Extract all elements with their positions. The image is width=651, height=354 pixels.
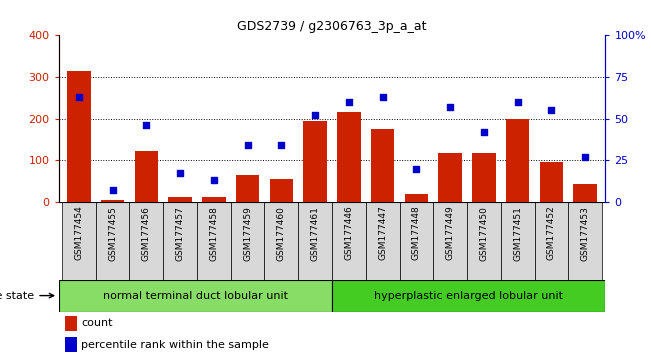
- FancyBboxPatch shape: [366, 202, 400, 280]
- Text: GSM177456: GSM177456: [142, 206, 151, 261]
- Text: hyperplastic enlarged lobular unit: hyperplastic enlarged lobular unit: [374, 291, 563, 301]
- Bar: [303, 121, 327, 202]
- Point: [411, 166, 422, 171]
- Text: GSM177450: GSM177450: [479, 206, 488, 261]
- Bar: [574, 184, 597, 202]
- Point: [175, 171, 186, 176]
- Text: GSM177447: GSM177447: [378, 206, 387, 261]
- Title: GDS2739 / g2306763_3p_a_at: GDS2739 / g2306763_3p_a_at: [237, 20, 427, 33]
- Point: [107, 187, 118, 193]
- Bar: [59, 280, 332, 312]
- Text: GSM177460: GSM177460: [277, 206, 286, 261]
- Text: GSM177446: GSM177446: [344, 206, 353, 261]
- Text: GSM177455: GSM177455: [108, 206, 117, 261]
- Point: [445, 104, 455, 110]
- FancyBboxPatch shape: [332, 202, 366, 280]
- Bar: [65, 337, 77, 352]
- Bar: [202, 197, 226, 202]
- Bar: [101, 200, 124, 202]
- FancyBboxPatch shape: [230, 202, 264, 280]
- Point: [378, 94, 388, 100]
- Bar: [506, 119, 529, 202]
- Text: GSM177459: GSM177459: [243, 206, 252, 261]
- Point: [478, 129, 489, 135]
- Text: GSM177461: GSM177461: [311, 206, 320, 261]
- FancyBboxPatch shape: [62, 202, 96, 280]
- FancyBboxPatch shape: [467, 202, 501, 280]
- Point: [546, 108, 557, 113]
- FancyBboxPatch shape: [96, 202, 130, 280]
- Text: GSM177451: GSM177451: [513, 206, 522, 261]
- Point: [512, 99, 523, 105]
- Text: GSM177448: GSM177448: [412, 206, 421, 261]
- Text: GSM177453: GSM177453: [581, 206, 590, 261]
- Text: percentile rank within the sample: percentile rank within the sample: [81, 339, 270, 350]
- FancyBboxPatch shape: [298, 202, 332, 280]
- Bar: [540, 162, 563, 202]
- FancyBboxPatch shape: [501, 202, 534, 280]
- Point: [242, 142, 253, 148]
- Text: GSM177454: GSM177454: [74, 206, 83, 261]
- Text: normal terminal duct lobular unit: normal terminal duct lobular unit: [103, 291, 288, 301]
- Bar: [67, 71, 90, 202]
- Bar: [135, 151, 158, 202]
- FancyBboxPatch shape: [264, 202, 298, 280]
- Bar: [337, 112, 361, 202]
- Point: [141, 122, 152, 128]
- FancyBboxPatch shape: [400, 202, 434, 280]
- Point: [580, 154, 590, 160]
- Bar: [236, 175, 260, 202]
- FancyBboxPatch shape: [534, 202, 568, 280]
- Text: GSM177457: GSM177457: [176, 206, 185, 261]
- FancyBboxPatch shape: [434, 202, 467, 280]
- FancyBboxPatch shape: [568, 202, 602, 280]
- Bar: [438, 153, 462, 202]
- Bar: [472, 153, 495, 202]
- Point: [209, 177, 219, 183]
- Bar: [169, 197, 192, 202]
- Bar: [65, 316, 77, 331]
- Point: [74, 94, 84, 100]
- Text: count: count: [81, 318, 113, 328]
- Point: [344, 99, 354, 105]
- Point: [310, 113, 320, 118]
- Point: [276, 142, 286, 148]
- Text: GSM177452: GSM177452: [547, 206, 556, 261]
- Text: disease state: disease state: [0, 291, 54, 301]
- FancyBboxPatch shape: [197, 202, 230, 280]
- Bar: [404, 194, 428, 202]
- Bar: [332, 280, 605, 312]
- Bar: [371, 129, 395, 202]
- FancyBboxPatch shape: [130, 202, 163, 280]
- FancyBboxPatch shape: [163, 202, 197, 280]
- Text: GSM177458: GSM177458: [210, 206, 218, 261]
- Bar: [270, 179, 293, 202]
- Text: GSM177449: GSM177449: [446, 206, 454, 261]
